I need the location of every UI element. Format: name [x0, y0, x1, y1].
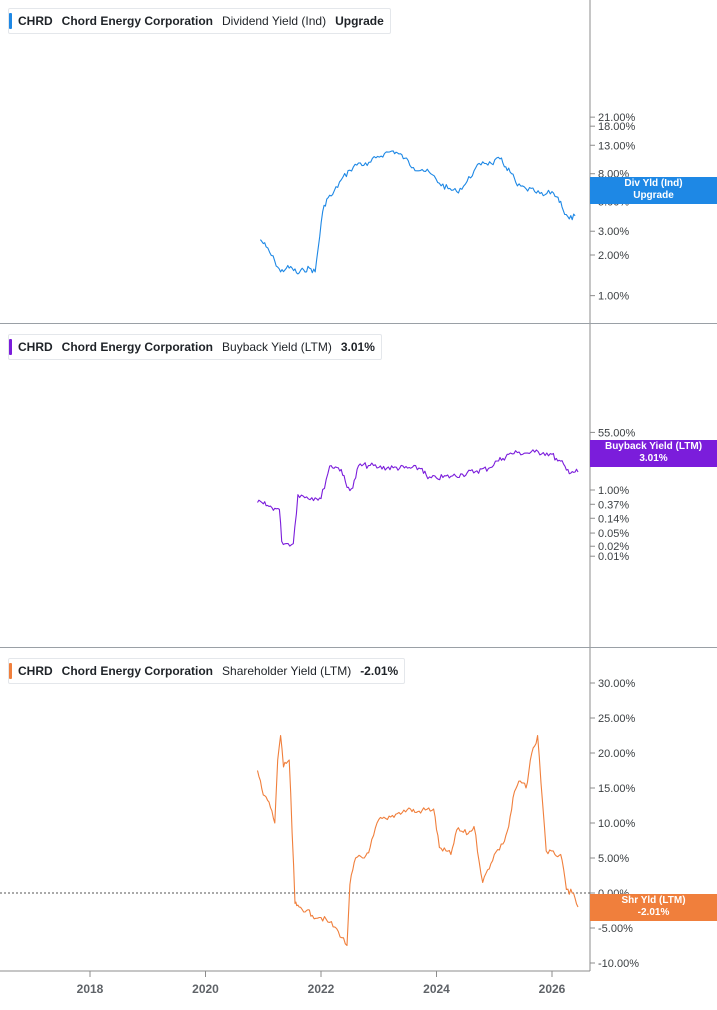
x-tick-label: 2026 [539, 982, 566, 996]
y-tick-label: -5.00% [598, 923, 633, 935]
y-tick-label: 15.00% [598, 783, 636, 795]
metric-value: -2.01% [360, 664, 399, 678]
y-tick-label: 0.01% [598, 551, 629, 563]
company-label: Chord Energy Corporation [61, 340, 214, 354]
y-tick-label: 20.00% [598, 748, 636, 760]
y-tick-label: 2.00% [598, 250, 629, 262]
y-tick-label: 1.00% [598, 291, 629, 303]
callout-shareholder: Shr Yld (LTM) -2.01% [590, 894, 717, 921]
company-label: Chord Energy Corporation [61, 14, 214, 28]
y-tick-label: 10.00% [598, 818, 636, 830]
metric-label: Buyback Yield (LTM) [222, 340, 332, 354]
metric-value[interactable]: Upgrade [335, 14, 384, 28]
metric-label: Shareholder Yield (LTM) [222, 664, 352, 678]
y-tick-label: 21.00% [598, 112, 636, 124]
panel-accent-dividend [9, 13, 12, 29]
callout-shareholder-line2: -2.01% [637, 907, 670, 918]
x-tick-label: 2020 [192, 982, 219, 996]
y-tick-label: 13.00% [598, 140, 636, 152]
ticker-label: CHRD [18, 14, 53, 28]
callout-buyback: Buyback Yield (LTM) 3.01% [590, 440, 717, 467]
panel-label-dividend: CHRD Chord Energy Corporation Dividend Y… [8, 8, 391, 34]
y-tick-label: 0.02% [598, 541, 629, 553]
panel-accent-buyback [9, 339, 12, 355]
ticker-label: CHRD [18, 664, 53, 678]
y-tick-label: 25.00% [598, 713, 636, 725]
panel-label-shareholder: CHRD Chord Energy Corporation Shareholde… [8, 658, 406, 684]
x-tick-label: 2024 [423, 982, 450, 996]
y-tick-label: 1.00% [598, 485, 629, 497]
y-tick-label: 0.05% [598, 528, 629, 540]
series-line-buyback [257, 449, 579, 547]
x-tick-label: 2018 [77, 982, 104, 996]
callout-buyback-line2: 3.01% [639, 453, 668, 464]
series-line-dividend [259, 150, 576, 275]
y-tick-label: 5.00% [598, 853, 629, 865]
y-tick-label: 30.00% [598, 678, 636, 690]
callout-dividend-line1: Div Yld (Ind) [624, 178, 683, 189]
ticker-label: CHRD [18, 340, 53, 354]
panel-accent-shareholder [9, 663, 12, 679]
y-tick-label: 55.00% [598, 427, 636, 439]
x-tick-label: 2022 [308, 982, 335, 996]
y-tick-label: 3.00% [598, 226, 629, 238]
metric-label: Dividend Yield (Ind) [222, 14, 327, 28]
panel-label-buyback: CHRD Chord Energy Corporation Buyback Yi… [8, 334, 382, 360]
callout-dividend-line2[interactable]: Upgrade [633, 190, 674, 201]
callout-buyback-line1: Buyback Yield (LTM) [604, 441, 703, 452]
y-tick-label: 0.37% [598, 499, 629, 511]
y-tick-label: 18.00% [598, 121, 636, 133]
series-line-shareholder [256, 734, 579, 947]
callout-shareholder-line1: Shr Yld (LTM) [621, 895, 686, 906]
metric-value: 3.01% [340, 340, 375, 354]
company-label: Chord Energy Corporation [61, 664, 214, 678]
callout-dividend: Div Yld (Ind) Upgrade [590, 177, 717, 204]
y-tick-label: 0.14% [598, 513, 629, 525]
y-tick-label: -10.00% [598, 958, 639, 970]
